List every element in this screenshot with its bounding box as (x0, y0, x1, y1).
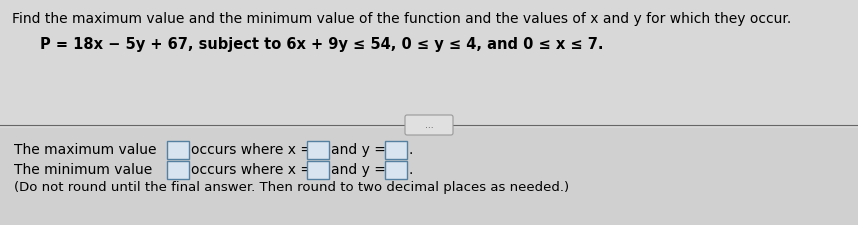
Text: .: . (408, 163, 413, 177)
FancyBboxPatch shape (385, 141, 407, 159)
FancyBboxPatch shape (307, 141, 329, 159)
Text: .: . (408, 143, 413, 157)
Text: P = 18x − 5y + 67, subject to 6x + 9y ≤ 54, 0 ≤ y ≤ 4, and 0 ≤ x ≤ 7.: P = 18x − 5y + 67, subject to 6x + 9y ≤ … (40, 37, 603, 52)
Text: ...: ... (425, 121, 433, 130)
Text: Find the maximum value and the minimum value of the function and the values of x: Find the maximum value and the minimum v… (12, 12, 791, 26)
Text: The minimum value: The minimum value (14, 163, 152, 177)
Text: and y =: and y = (331, 163, 386, 177)
FancyBboxPatch shape (167, 141, 189, 159)
FancyBboxPatch shape (405, 115, 453, 135)
Text: and y =: and y = (331, 143, 386, 157)
FancyBboxPatch shape (307, 161, 329, 179)
Text: occurs where x =: occurs where x = (191, 143, 312, 157)
Text: occurs where x =: occurs where x = (191, 163, 312, 177)
Text: (Do not round until the final answer. Then round to two decimal places as needed: (Do not round until the final answer. Th… (14, 182, 569, 194)
Text: The maximum value: The maximum value (14, 143, 156, 157)
FancyBboxPatch shape (0, 0, 858, 128)
FancyBboxPatch shape (385, 161, 407, 179)
FancyBboxPatch shape (0, 128, 858, 225)
FancyBboxPatch shape (167, 161, 189, 179)
